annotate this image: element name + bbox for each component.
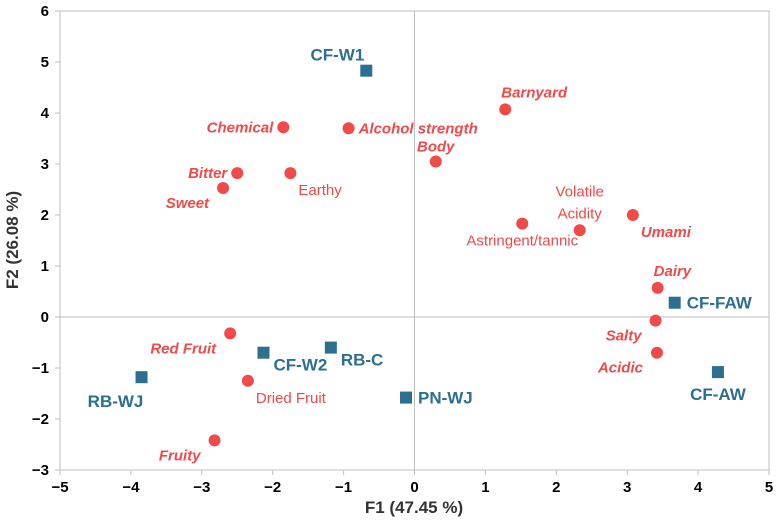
sample-point-cf-aw xyxy=(711,366,724,379)
sample-point-cf-w1 xyxy=(360,64,373,77)
attribute-label-umami: Umami xyxy=(641,224,692,241)
attribute-point-chemical xyxy=(277,121,290,134)
x-axis-ticks: −5 −4 −3 −2 −1 0 1 2 3 4 5 xyxy=(51,470,773,496)
sample-label-pn-wj: PN-WJ xyxy=(418,389,473,408)
attribute-point-bitter xyxy=(231,167,244,180)
sample-point-cf-w2 xyxy=(257,346,270,359)
x-tick-label: −1 xyxy=(335,479,352,496)
sample-label-cf-aw: CF-AW xyxy=(690,385,747,404)
y-tick-label: −1 xyxy=(32,360,49,377)
y-tick-label: −2 xyxy=(32,411,49,428)
attribute-label-sweet: Sweet xyxy=(166,195,210,212)
attribute-label-astringent-tannic: Astringent/tannic xyxy=(466,233,578,250)
attribute-point-barnyard xyxy=(499,103,512,116)
attribute-label-acidic: Acidic xyxy=(597,360,644,377)
y-axis-title: F2 (26.08 %) xyxy=(3,191,22,289)
attribute-point-sweet xyxy=(217,181,230,194)
attribute-label-dairy: Dairy xyxy=(654,263,692,280)
attribute-label-red-fruit: Red Fruit xyxy=(150,340,217,357)
y-axis-ticks: −3 −2 −1 0 1 2 3 4 5 6 xyxy=(32,3,60,479)
x-tick-label: −5 xyxy=(51,479,68,496)
attribute-point-dairy xyxy=(651,281,664,294)
sample-point-pn-wj xyxy=(399,391,412,404)
y-tick-label: 0 xyxy=(41,309,49,326)
attribute-label-salty: Salty xyxy=(606,328,643,345)
attribute-label-alcohol-strength: Alcohol strength xyxy=(358,120,478,137)
x-axis-title: F1 (47.45 %) xyxy=(365,498,463,517)
y-tick-label: 5 xyxy=(41,54,49,71)
sample-label-cf-w1: CF-W1 xyxy=(310,46,364,65)
y-tick-label: 2 xyxy=(41,207,49,224)
y-tick-label: −3 xyxy=(32,462,49,479)
y-tick-label: 3 xyxy=(41,156,49,173)
sample-point-rb-c xyxy=(324,341,337,354)
data-marks xyxy=(135,64,724,447)
attribute-label-dried-fruit: Dried Fruit xyxy=(256,390,327,407)
x-tick-label: 2 xyxy=(552,479,560,496)
attribute-point-astringent-tannic xyxy=(516,217,529,230)
data-labels: Chemical Alcohol strength Barnyard Body Bitt… xyxy=(88,46,753,465)
attribute-point-alcohol-strength xyxy=(342,122,355,135)
attribute-point-red-fruit xyxy=(224,327,237,340)
attribute-label-volatile-acidity: Volatile Acidity xyxy=(556,183,604,222)
attribute-point-dried-fruit xyxy=(241,374,254,387)
attribute-point-acidic xyxy=(650,346,663,359)
attribute-label-bitter: Bitter xyxy=(188,165,228,182)
y-tick-label: 1 xyxy=(41,258,49,275)
x-tick-label: −4 xyxy=(122,479,140,496)
x-tick-label: 1 xyxy=(481,479,489,496)
sample-point-cf-faw xyxy=(668,296,681,309)
x-tick-label: 0 xyxy=(410,479,418,496)
y-tick-label: 6 xyxy=(41,3,49,20)
sample-label-cf-w2: CF-W2 xyxy=(273,356,327,375)
sample-point-rb-wj xyxy=(135,371,148,384)
attribute-label-fruity: Fruity xyxy=(159,447,201,464)
attribute-point-body xyxy=(429,155,442,168)
sample-label-cf-faw: CF-FAW xyxy=(687,294,753,313)
x-tick-label: 5 xyxy=(765,479,773,496)
attribute-label-chemical: Chemical xyxy=(207,119,275,136)
x-tick-label: −3 xyxy=(193,479,210,496)
y-tick-label: 4 xyxy=(41,105,50,122)
x-tick-label: 4 xyxy=(694,479,703,496)
x-tick-label: −2 xyxy=(264,479,281,496)
attribute-label-earthy: Earthy xyxy=(298,182,342,199)
attribute-point-fruity xyxy=(208,434,221,447)
attribute-point-salty xyxy=(649,314,662,327)
attribute-label-barnyard: Barnyard xyxy=(501,84,568,101)
attribute-point-earthy xyxy=(284,167,297,180)
attribute-label-body: Body xyxy=(417,138,455,155)
sample-label-rb-wj: RB-WJ xyxy=(88,392,144,411)
x-tick-label: 3 xyxy=(623,479,631,496)
attribute-point-umami xyxy=(626,209,639,221)
attribute-point-volatile-acidity xyxy=(573,224,586,237)
sample-label-rb-c: RB-C xyxy=(341,351,384,370)
